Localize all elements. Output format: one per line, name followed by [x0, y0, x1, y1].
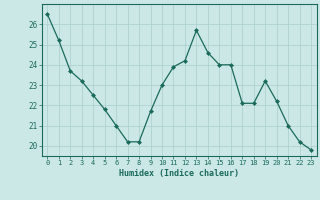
X-axis label: Humidex (Indice chaleur): Humidex (Indice chaleur) — [119, 169, 239, 178]
